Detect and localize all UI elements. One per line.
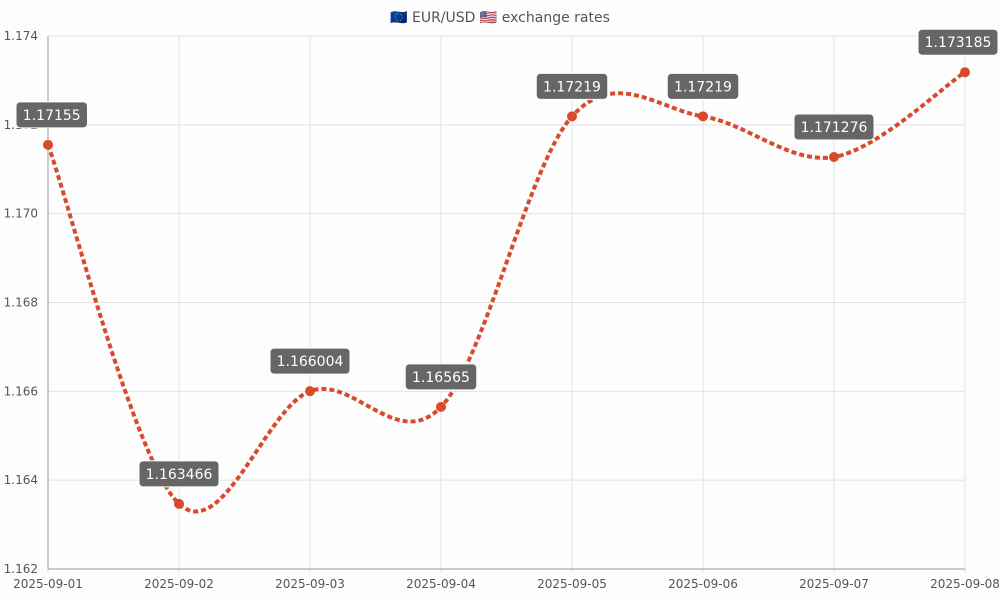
chart-title: 🇪🇺 EUR/USD 🇺🇸 exchange rates bbox=[390, 10, 610, 26]
y-tick-label: 1.170 bbox=[4, 207, 38, 221]
y-tick-label: 1.166 bbox=[4, 384, 38, 398]
x-tick-labels: 2025-09-01 2025-09-02 2025-09-03 2025-09-04… bbox=[13, 577, 1000, 591]
x-tick-label: 2025-09-07 bbox=[799, 577, 869, 591]
x-tick-label: 2025-09-03 bbox=[275, 577, 345, 591]
y-tick-label: 1.162 bbox=[4, 562, 38, 576]
data-label-box bbox=[535, 72, 609, 100]
data-label-box bbox=[15, 101, 88, 129]
data-label: 1.17219 bbox=[674, 79, 732, 95]
data-label: 1.166004 bbox=[277, 354, 344, 370]
y-tick-label: 1.174 bbox=[4, 29, 38, 43]
x-tick-label: 2025-09-06 bbox=[668, 577, 738, 591]
data-point bbox=[174, 498, 184, 509]
data-label-box bbox=[138, 460, 220, 488]
x-tick-label: 2025-09-01 bbox=[13, 577, 83, 591]
data-label: 1.17155 bbox=[23, 108, 81, 124]
data-point bbox=[960, 67, 970, 78]
data-point bbox=[698, 111, 708, 122]
x-tick-label: 2025-09-02 bbox=[144, 577, 214, 591]
x-tick-label: 2025-09-05 bbox=[537, 577, 607, 591]
data-point bbox=[436, 401, 446, 412]
data-label: 1.163466 bbox=[146, 467, 213, 483]
data-point bbox=[567, 111, 577, 122]
x-tick-label: 2025-09-08 bbox=[930, 577, 1000, 591]
data-label-box bbox=[666, 72, 740, 100]
y-tick-label: 1.164 bbox=[4, 473, 38, 487]
y-tick-label: 1.168 bbox=[4, 296, 38, 310]
data-label-box bbox=[269, 347, 351, 375]
data-labels-group: 1.17155 1.163466 1.166004 1.16565 1.17219 1.1… bbox=[15, 28, 999, 488]
data-label-box bbox=[404, 363, 478, 391]
data-point bbox=[305, 386, 315, 397]
data-label-box bbox=[793, 113, 875, 141]
points-group bbox=[43, 67, 970, 509]
data-label-box bbox=[917, 28, 999, 56]
data-label: 1.173185 bbox=[925, 35, 992, 51]
data-label: 1.171276 bbox=[801, 120, 868, 136]
data-point bbox=[43, 139, 53, 150]
x-tick-label: 2025-09-04 bbox=[406, 577, 476, 591]
grid bbox=[47, 35, 966, 573]
data-point bbox=[829, 151, 839, 162]
data-label: 1.17219 bbox=[543, 79, 601, 95]
data-label: 1.16565 bbox=[412, 370, 470, 386]
